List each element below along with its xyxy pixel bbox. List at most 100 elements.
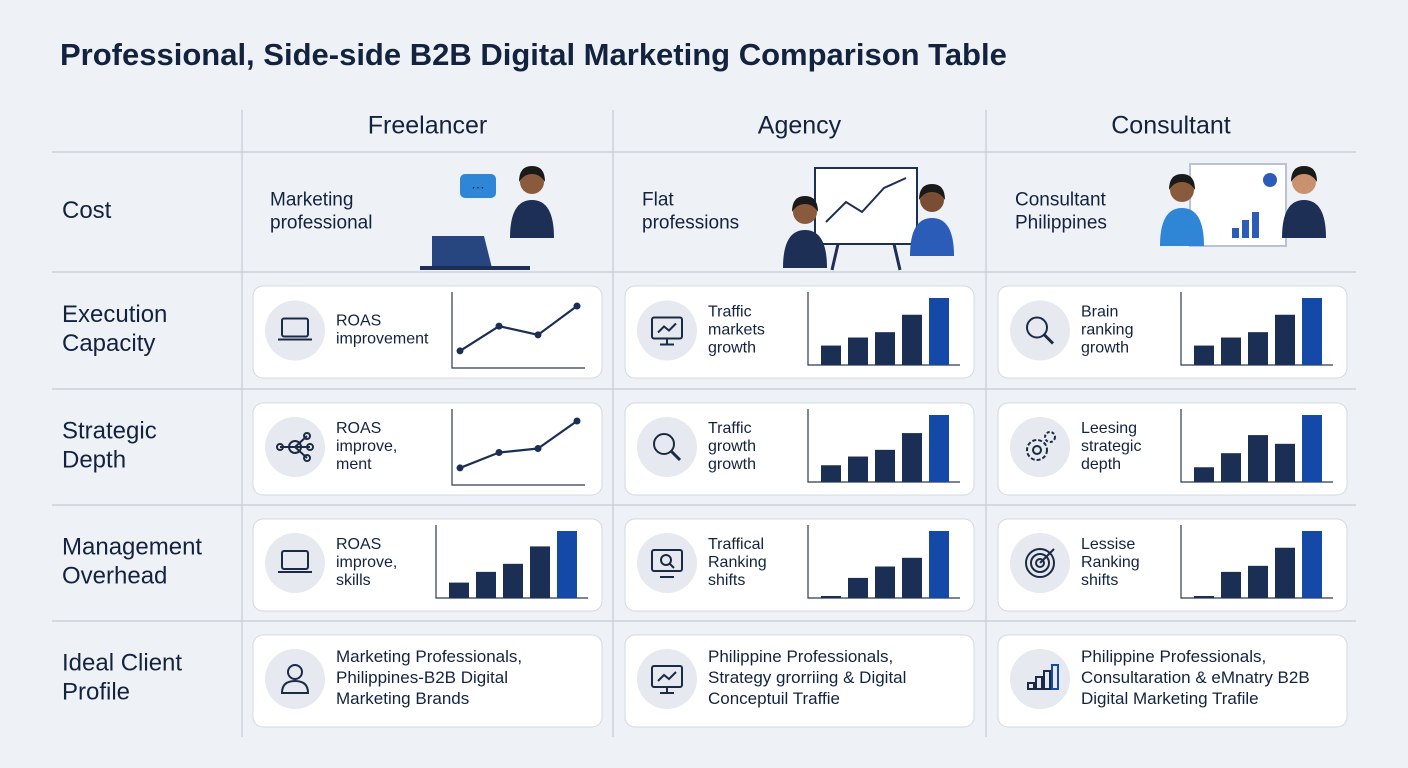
row-label-line: Execution	[62, 301, 167, 328]
bar	[1302, 531, 1322, 598]
bar	[875, 566, 895, 598]
illustration	[520, 170, 544, 194]
icon-part	[294, 446, 308, 459]
icon	[278, 550, 312, 573]
icon-circle	[1010, 649, 1070, 709]
chart-point	[495, 449, 503, 457]
bar	[902, 433, 922, 482]
icon-part	[1027, 682, 1035, 690]
chart-axis	[451, 409, 585, 486]
icon-circle	[637, 300, 697, 361]
chart-point	[456, 464, 464, 472]
row-label-line: Profile	[62, 679, 130, 706]
card	[252, 402, 603, 496]
illustration	[1292, 170, 1316, 194]
bar	[875, 449, 895, 482]
icon	[653, 433, 682, 462]
bar	[821, 595, 841, 598]
chart-point	[573, 417, 581, 425]
cell-text-line: Brain	[1081, 304, 1118, 321]
chart-point	[534, 331, 542, 339]
icon-part	[280, 679, 310, 694]
icon-part	[1026, 316, 1048, 339]
icon	[278, 317, 312, 341]
cell-text: Lessise Ranking shifts	[1081, 536, 1140, 589]
illustration: …	[471, 176, 485, 192]
column-header: Agency	[758, 112, 842, 140]
illustration	[1252, 212, 1259, 238]
icon	[1026, 316, 1055, 345]
chart-point	[456, 347, 464, 355]
illustration	[1160, 208, 1204, 246]
bar	[1194, 467, 1214, 482]
bar	[1221, 337, 1241, 365]
cell-text-line: Philippine Professionals,	[708, 647, 893, 666]
cell-text-line: Traffic	[708, 420, 752, 437]
illustration	[420, 266, 530, 270]
row-label-line: Cost	[62, 197, 112, 224]
icon-part	[281, 550, 309, 570]
bar	[1302, 298, 1322, 365]
cell-text: Traffic markets growth	[708, 304, 765, 357]
icon-part	[287, 664, 303, 680]
cell-text: ROAS improvement	[336, 313, 429, 348]
illustration	[792, 196, 818, 212]
cell-text-line: Consultaration & eMnatry B2B	[1081, 668, 1310, 687]
column-header: Freelancer	[368, 112, 488, 140]
bar	[929, 415, 949, 482]
bar	[929, 298, 949, 365]
bar	[1275, 443, 1295, 482]
cell-text-line: ROAS	[336, 420, 381, 437]
row-label-line: Management	[62, 534, 202, 561]
icon	[280, 664, 310, 694]
cell-text-line: ROAS	[336, 536, 381, 553]
row-label: Cost	[62, 197, 112, 224]
cell-text-line: Marketing	[270, 190, 353, 211]
cell-text-line: growth	[1081, 340, 1129, 357]
bar	[476, 571, 496, 598]
bar	[1248, 565, 1268, 598]
illustration	[793, 200, 817, 224]
cell-text-line: strategic	[1081, 438, 1141, 455]
bar	[503, 563, 523, 598]
cell-text-line: growth	[708, 456, 756, 473]
cell-text-line: Ranking	[708, 554, 767, 571]
icon-circle	[637, 649, 697, 709]
bar	[1194, 345, 1214, 365]
icon-part	[657, 671, 677, 682]
icon-circle	[265, 300, 325, 361]
icon-part	[1043, 670, 1051, 690]
bar	[530, 546, 550, 598]
cell-text-line: Ranking	[1081, 554, 1140, 571]
bar	[1248, 435, 1268, 482]
icon-part	[660, 554, 672, 566]
chart-line	[459, 420, 578, 469]
illustration	[1282, 200, 1326, 238]
icon	[651, 665, 683, 694]
icon-part	[1026, 439, 1048, 461]
icon	[1025, 548, 1055, 578]
cell-text-line: Marketing Brands	[336, 689, 469, 708]
cell-text-line: Philippine Professionals,	[1081, 647, 1266, 666]
icon-part	[1039, 548, 1055, 564]
cell-text-line: ROAS	[336, 313, 381, 330]
cell-text-line: growth	[708, 340, 756, 357]
icon-part	[1042, 333, 1055, 345]
illustration	[920, 188, 944, 212]
icon-circle	[265, 533, 325, 593]
icon-part	[653, 433, 675, 455]
bar	[1221, 453, 1241, 482]
bar	[848, 577, 868, 598]
illustration	[1263, 173, 1277, 187]
card	[252, 285, 603, 379]
bar	[1302, 415, 1322, 482]
icon-part	[669, 449, 682, 462]
illustration	[783, 230, 827, 268]
bar	[1275, 314, 1295, 365]
cell-text: Leesing strategic depth	[1081, 420, 1141, 473]
page-title: Professional, Side-side B2B Digital Mark…	[60, 37, 1007, 72]
column-header: Consultant	[1111, 112, 1231, 140]
icon	[651, 316, 683, 346]
illustration	[1169, 174, 1195, 190]
